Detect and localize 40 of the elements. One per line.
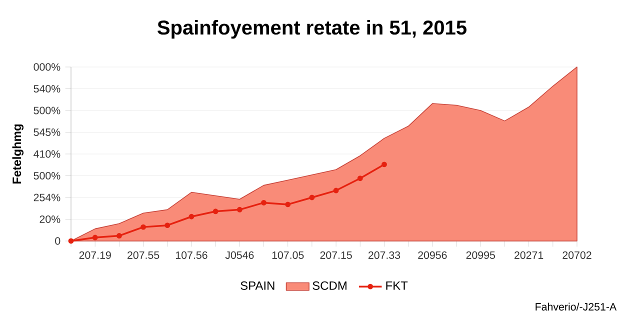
point [285, 202, 291, 208]
point [382, 162, 387, 168]
x-tick-label: 107.56 [176, 251, 208, 259]
text: 500% [34, 172, 60, 180]
text: 254% [34, 194, 60, 202]
text: Fahverio/-J251-A [536, 302, 617, 311]
text: 545% [34, 128, 60, 136]
x-tick-label: 107.05 [272, 251, 304, 259]
point [188, 214, 194, 220]
point [357, 176, 363, 182]
point [164, 222, 170, 228]
x-tick-label: 20995 [466, 251, 495, 259]
text: 0 [55, 237, 60, 245]
point [116, 233, 122, 239]
point [261, 200, 266, 206]
point [212, 208, 218, 214]
text: 20% [40, 215, 60, 224]
point [333, 188, 339, 194]
y-axis-title: Fetelghmg [12, 124, 24, 184]
x-tick-label: 20702 [562, 251, 592, 259]
text: 540% [34, 84, 60, 93]
text: 000% [34, 63, 60, 71]
x-tick-label: 207.15 [320, 251, 352, 259]
x-tick-label: 207.19 [79, 251, 111, 259]
chart-title: Spainfoyement retate in 51, 2015 [158, 20, 466, 39]
x-tick-label: 20271 [514, 251, 544, 259]
text: 410% [34, 150, 60, 158]
x-tick-label: 207.55 [128, 251, 160, 259]
legend-title: SPAIN [240, 281, 274, 290]
text: 500% [34, 106, 60, 114]
x-tick-label: J0546 [225, 251, 254, 259]
point [92, 234, 98, 240]
legend-label: FKT [386, 281, 408, 290]
point [236, 206, 242, 212]
legend-label: SCDM [312, 281, 346, 290]
point [140, 224, 146, 230]
point [309, 194, 315, 200]
x-tick-label: 207.33 [368, 251, 400, 259]
x-tick-label: 20956 [418, 251, 447, 259]
point [68, 238, 74, 244]
